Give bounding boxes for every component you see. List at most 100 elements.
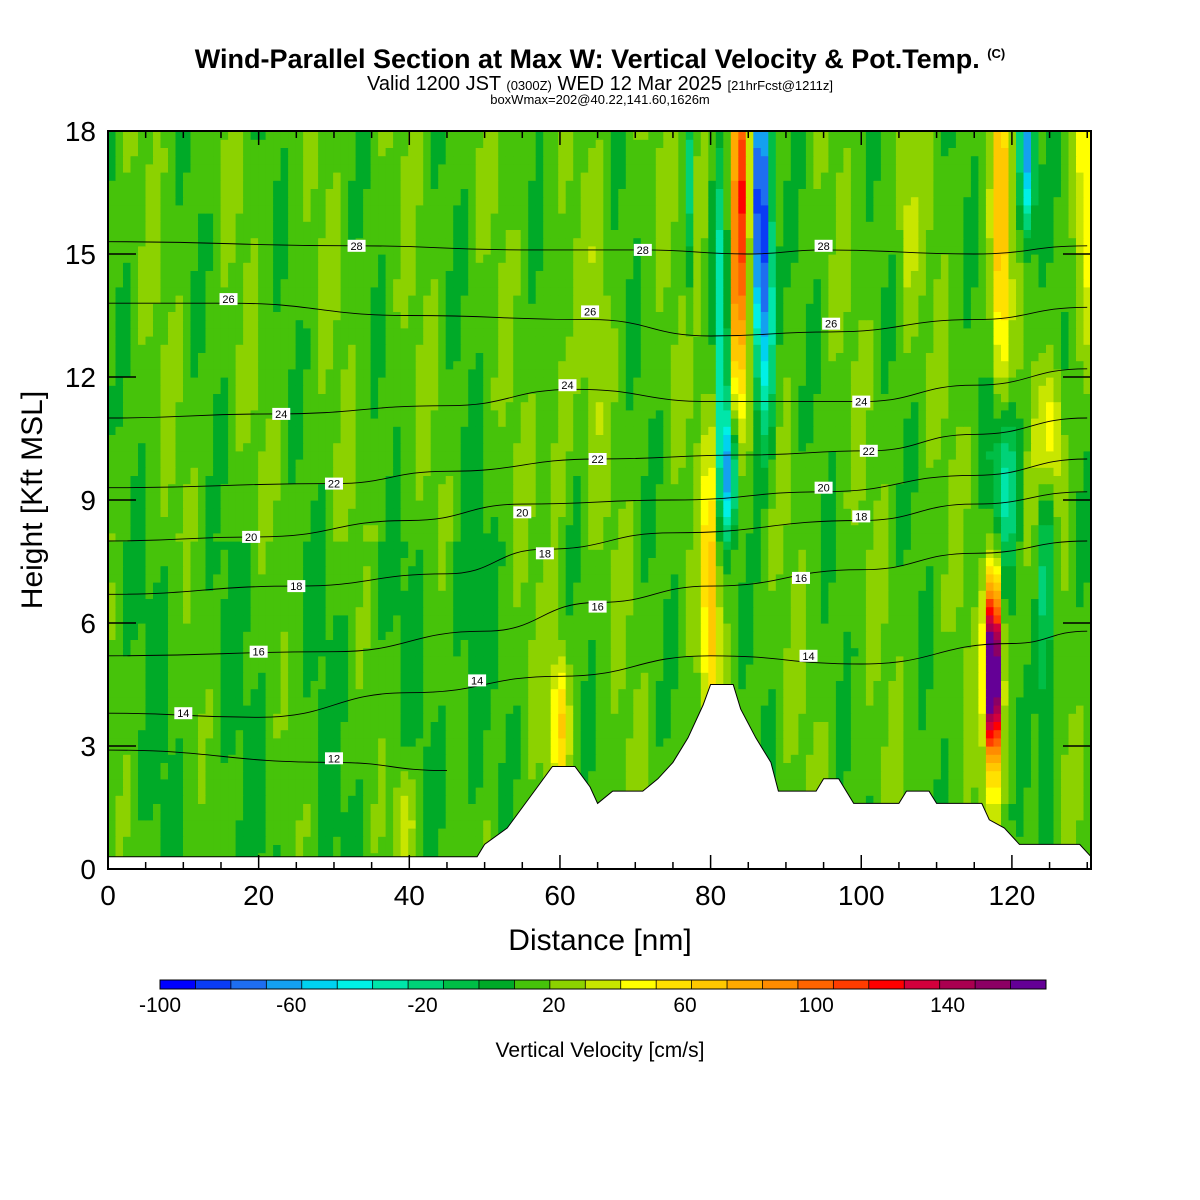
field-cell — [475, 803, 484, 813]
field-cell — [153, 770, 162, 780]
field-cell — [400, 606, 409, 616]
field-cell — [925, 614, 934, 624]
field-cell — [903, 623, 912, 632]
field-cell — [880, 770, 889, 780]
field-cell — [138, 844, 147, 854]
field-cell — [175, 631, 184, 640]
field-cell — [460, 778, 469, 788]
field-cell — [873, 598, 882, 608]
field-cell — [880, 631, 889, 640]
field-cell — [888, 598, 897, 608]
field-cell — [610, 737, 619, 747]
field-cell — [835, 737, 844, 747]
field-cell — [408, 787, 417, 796]
field-cell — [235, 614, 244, 624]
field-cell — [873, 787, 882, 796]
field-cell — [138, 598, 147, 608]
field-cell — [745, 647, 754, 657]
field-cell — [228, 721, 237, 731]
field-cell — [235, 795, 244, 804]
field-cell — [490, 664, 499, 673]
field-cell — [408, 795, 417, 804]
field-cell — [340, 582, 349, 591]
field-cell — [520, 664, 529, 673]
field-cell — [370, 828, 379, 837]
field-cell — [1046, 655, 1055, 665]
field-cell — [288, 639, 297, 649]
field-cell — [213, 762, 222, 772]
field-cell — [288, 705, 297, 714]
field-cell — [745, 655, 754, 665]
field-cell — [445, 721, 454, 731]
field-cell — [790, 557, 799, 567]
field-cell — [805, 639, 814, 649]
field-cell — [123, 778, 132, 788]
field-cell — [918, 598, 927, 608]
field-cell — [370, 573, 379, 583]
field-cell — [610, 655, 619, 665]
field-cell — [955, 672, 964, 681]
field-cell — [505, 762, 514, 772]
field-cell — [880, 729, 889, 739]
field-cell — [948, 672, 957, 681]
field-cell — [918, 754, 927, 763]
field-cell — [835, 557, 844, 567]
field-cell — [220, 614, 229, 624]
field-cell — [393, 729, 402, 739]
field-cell — [970, 713, 979, 722]
field-cell — [460, 631, 469, 640]
field-cell — [678, 565, 687, 575]
field-cell — [1053, 795, 1062, 804]
field-cell — [1016, 688, 1025, 698]
field-cell — [265, 762, 274, 772]
field-cell — [348, 754, 357, 763]
field-cell — [925, 754, 934, 763]
field-cell — [738, 705, 747, 714]
field-cell — [850, 696, 859, 706]
field-cell — [205, 639, 214, 649]
field-cell — [175, 639, 184, 649]
field-cell — [738, 664, 747, 673]
field-cell — [190, 647, 199, 657]
field-cell — [1016, 582, 1025, 591]
field-cell — [738, 688, 747, 698]
field-cell — [183, 598, 192, 608]
field-cell — [603, 655, 612, 665]
field-cell — [348, 565, 357, 575]
field-cell — [220, 811, 229, 821]
field-cell — [903, 688, 912, 698]
field-cell — [490, 647, 499, 657]
field-cell — [633, 582, 642, 591]
field-cell — [288, 664, 297, 673]
field-cell — [985, 721, 994, 731]
field-cell — [985, 696, 994, 706]
field-cell — [393, 746, 402, 755]
field-cell — [528, 623, 537, 632]
field-cell — [895, 795, 904, 804]
field-cell — [250, 664, 259, 673]
field-cell — [490, 639, 499, 649]
field-cell — [453, 803, 462, 813]
field-cell — [753, 582, 762, 591]
field-cell — [903, 680, 912, 690]
field-cell — [633, 664, 642, 673]
field-cell — [940, 795, 949, 804]
field-cell — [640, 672, 649, 681]
field-cell — [1038, 655, 1047, 665]
field-cell — [790, 590, 799, 599]
field-cell — [108, 573, 117, 583]
field-cell — [423, 614, 432, 624]
field-cell — [213, 573, 222, 583]
field-cell — [978, 787, 987, 796]
field-cell — [1001, 582, 1010, 591]
field-cell — [558, 590, 567, 599]
field-cell — [198, 664, 207, 673]
field-cell — [955, 631, 964, 640]
field-cell — [460, 606, 469, 616]
field-cell — [610, 754, 619, 763]
field-cell — [273, 819, 282, 829]
field-cell — [783, 762, 792, 772]
field-cell — [993, 803, 1002, 813]
field-cell — [213, 565, 222, 575]
field-cell — [865, 787, 874, 796]
